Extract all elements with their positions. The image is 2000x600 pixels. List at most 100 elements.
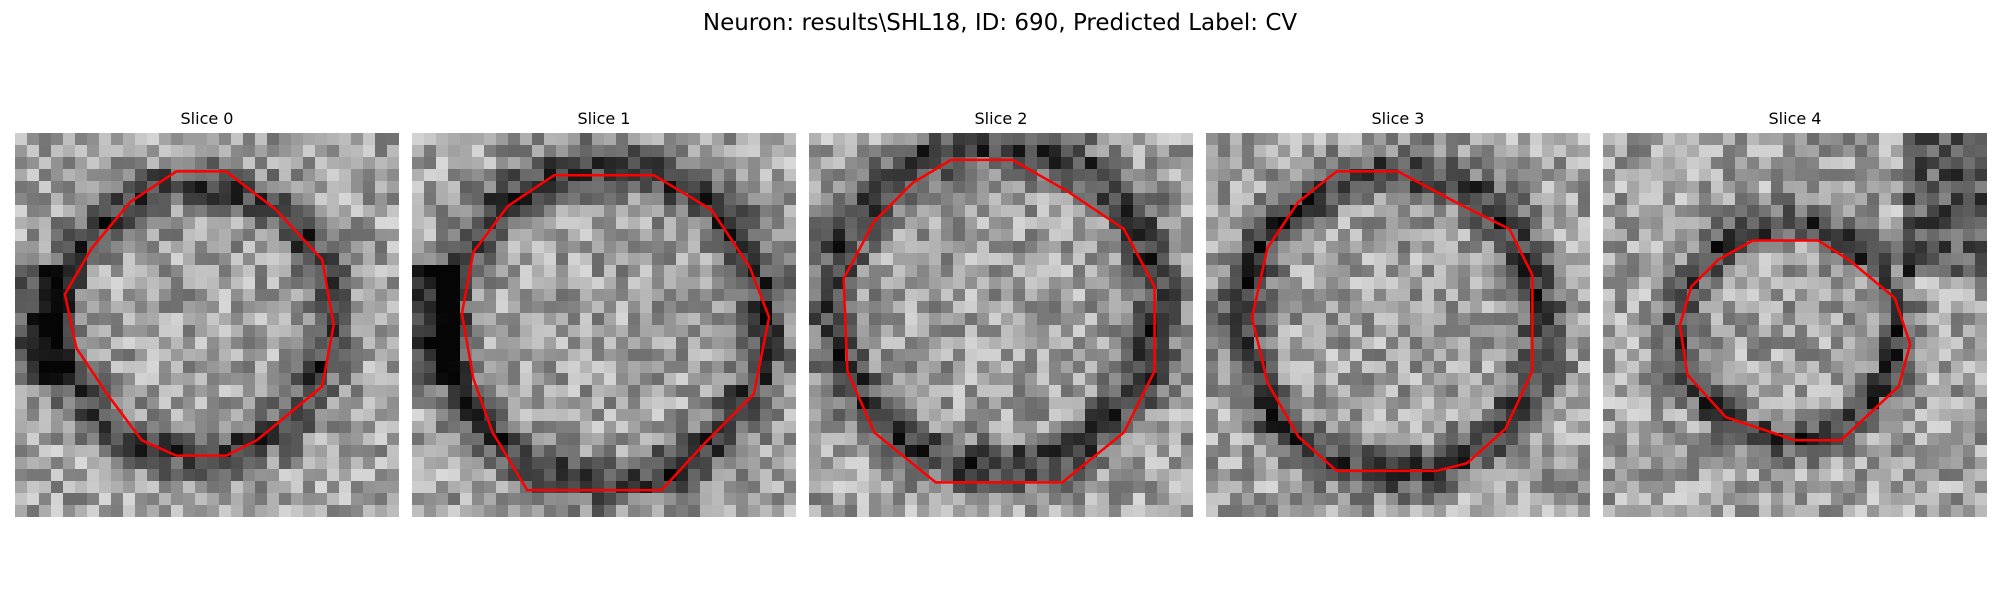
pixel <box>1314 169 1327 182</box>
pixel <box>39 421 52 434</box>
pixel <box>869 397 882 410</box>
pixel <box>195 349 208 362</box>
pixel <box>700 277 713 290</box>
pixel <box>291 373 304 386</box>
pixel <box>1482 193 1495 206</box>
pixel <box>267 289 280 302</box>
pixel <box>724 169 737 182</box>
pixel <box>1037 385 1050 398</box>
pixel <box>15 289 28 302</box>
pixel <box>616 421 629 434</box>
pixel <box>1530 229 1543 242</box>
pixel <box>1049 361 1062 374</box>
pixel <box>424 169 437 182</box>
pixel <box>1025 145 1038 158</box>
pixel <box>159 493 172 506</box>
pixel <box>1133 217 1146 230</box>
pixel <box>1025 505 1038 517</box>
pixel <box>1326 385 1339 398</box>
pixel <box>99 421 112 434</box>
pixel <box>724 193 737 206</box>
pixel <box>99 253 112 266</box>
pixel <box>568 181 581 194</box>
pixel <box>1350 181 1363 194</box>
pixel <box>640 469 653 482</box>
pixel <box>1157 145 1170 158</box>
pixel <box>989 505 1002 517</box>
pixel <box>15 409 28 422</box>
pixel <box>1350 229 1363 242</box>
pixel <box>1639 421 1652 434</box>
pixel <box>1446 181 1459 194</box>
pixel <box>1218 277 1231 290</box>
pixel <box>1663 169 1676 182</box>
pixel <box>1975 133 1987 146</box>
pixel <box>255 445 268 458</box>
pixel <box>881 193 894 206</box>
pixel <box>1470 433 1483 446</box>
pixel <box>1506 265 1519 278</box>
pixel <box>941 277 954 290</box>
pixel <box>1254 385 1267 398</box>
pixel <box>1843 301 1856 314</box>
pixel <box>1061 409 1074 422</box>
pixel-grid <box>412 133 796 517</box>
pixel <box>135 445 148 458</box>
pixel <box>1566 445 1579 458</box>
pixel <box>640 289 653 302</box>
pixel <box>279 505 292 517</box>
pixel <box>472 349 485 362</box>
pixel <box>989 169 1002 182</box>
pixel <box>917 265 930 278</box>
pixel <box>869 289 882 302</box>
pixel <box>700 445 713 458</box>
pixel <box>1783 241 1796 254</box>
pixel <box>303 397 316 410</box>
pixel <box>1747 253 1760 266</box>
pixel <box>1506 241 1519 254</box>
pixel <box>1566 493 1579 506</box>
pixel <box>893 241 906 254</box>
pixel <box>784 505 796 517</box>
pixel <box>568 193 581 206</box>
pixel <box>1049 193 1062 206</box>
pixel <box>724 481 737 494</box>
pixel <box>1735 457 1748 470</box>
pixel <box>1615 361 1628 374</box>
pixel <box>917 421 930 434</box>
pixel <box>135 457 148 470</box>
pixel <box>291 421 304 434</box>
pixel <box>339 277 352 290</box>
pixel <box>1795 361 1808 374</box>
pixel <box>652 229 665 242</box>
pixel <box>953 385 966 398</box>
pixel <box>1651 193 1664 206</box>
pixel <box>1013 313 1026 326</box>
pixel <box>1362 157 1375 170</box>
pixel <box>255 157 268 170</box>
pixel <box>231 277 244 290</box>
pixel <box>1242 481 1255 494</box>
pixel <box>387 145 399 158</box>
pixel <box>1819 385 1832 398</box>
pixel <box>1314 421 1327 434</box>
pixel <box>520 493 533 506</box>
pixel <box>1867 445 1880 458</box>
pixel <box>75 205 88 218</box>
pixel <box>1506 505 1519 517</box>
pixel <box>1723 217 1736 230</box>
pixel <box>520 169 533 182</box>
pixel <box>965 181 978 194</box>
pixel <box>448 277 461 290</box>
pixel <box>1338 409 1351 422</box>
pixel <box>1482 493 1495 506</box>
pixel <box>1747 385 1760 398</box>
pixel <box>772 169 785 182</box>
pixel <box>1314 217 1327 230</box>
pixel <box>1795 445 1808 458</box>
pixel <box>1061 169 1074 182</box>
pixel <box>123 325 136 338</box>
pixel <box>1566 385 1579 398</box>
pixel <box>1398 457 1411 470</box>
pixel <box>231 421 244 434</box>
